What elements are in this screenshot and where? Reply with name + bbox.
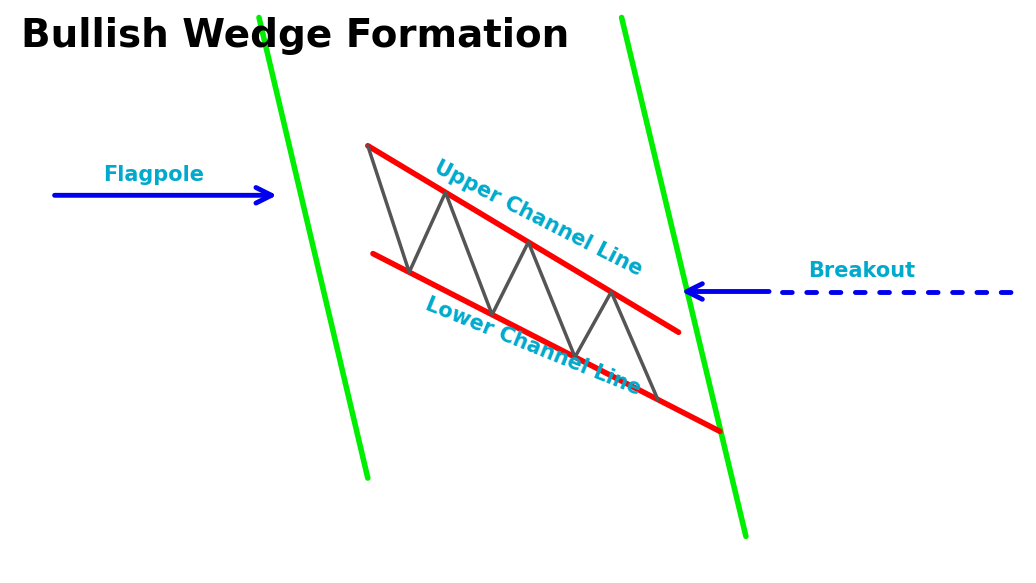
Text: Lower Channel Line: Lower Channel Line	[423, 294, 644, 399]
Text: Bullish Wedge Formation: Bullish Wedge Formation	[21, 17, 569, 55]
Text: Flagpole: Flagpole	[104, 165, 204, 185]
Text: Breakout: Breakout	[808, 261, 915, 281]
Text: Upper Channel Line: Upper Channel Line	[431, 157, 646, 280]
